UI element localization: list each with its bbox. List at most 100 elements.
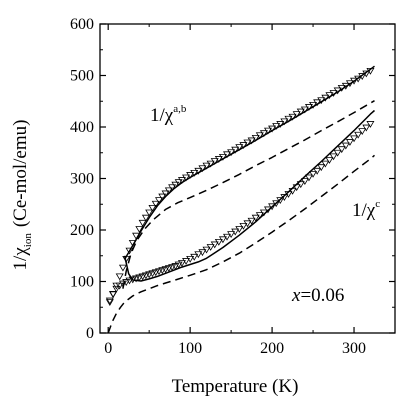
data-point-c	[202, 246, 211, 254]
annotation-chi-ab-main: 1/χ	[150, 105, 174, 126]
y-tick-label: 300	[70, 171, 94, 188]
data-point-ab	[231, 146, 240, 154]
data-point-ab	[202, 162, 211, 170]
data-point-c	[292, 184, 301, 192]
data-point-c	[362, 124, 371, 132]
data-point-c	[251, 214, 260, 222]
data-point-ab	[313, 99, 322, 107]
data-point-ab	[317, 97, 326, 105]
data-point-ab	[135, 226, 144, 233]
data-point-c	[171, 263, 180, 270]
data-point-c	[186, 255, 195, 263]
data-point-c	[268, 203, 277, 211]
y-axis-ticks: 0 100 200 300 400 500 600	[70, 16, 395, 342]
data-point-ab	[247, 137, 256, 145]
data-point-ab	[280, 118, 289, 126]
data-point-ab	[345, 80, 354, 88]
data-point-c	[128, 276, 137, 284]
x-tick-label: 0	[104, 340, 112, 357]
data-point-ab	[118, 264, 127, 272]
data-point-ab	[239, 142, 248, 149]
data-point-ab	[177, 177, 186, 184]
fit-line-ab	[123, 65, 375, 260]
data-point-c	[118, 280, 127, 288]
data-point-ab	[329, 90, 338, 97]
annotation-chi-ab: 1/χa,b	[150, 103, 187, 126]
data-point-c	[112, 285, 121, 293]
data-point-c	[231, 228, 240, 236]
data-point-c	[313, 167, 322, 175]
data-point-c	[194, 251, 203, 259]
data-point-c	[321, 160, 330, 168]
data-point-c	[296, 181, 305, 189]
data-point-c	[182, 258, 191, 265]
data-point-ab	[321, 94, 330, 102]
data-point-c	[300, 178, 309, 185]
dashed-line-ab	[122, 100, 375, 289]
data-point-c	[218, 236, 227, 244]
data-point-c	[141, 272, 150, 280]
data-point-c	[148, 270, 157, 278]
annotation-chi-c-sup: c	[375, 198, 380, 210]
x-tick-label: 100	[178, 340, 202, 357]
data-point-ab	[300, 106, 309, 114]
annotation-chi-c-main: 1/χ	[352, 200, 376, 221]
data-point-c	[263, 206, 272, 214]
data-point-c	[155, 268, 163, 276]
data-point-ab	[259, 130, 268, 138]
data-point-ab	[268, 125, 277, 133]
data-point-ab	[272, 123, 281, 130]
data-point-ab	[145, 209, 154, 217]
data-point-ab	[284, 115, 293, 123]
data-point-c	[227, 231, 236, 239]
data-point-ab	[362, 70, 371, 78]
data-point-c	[223, 233, 232, 241]
data-point-ab	[194, 167, 203, 175]
data-point-c	[288, 187, 297, 195]
x-tick-label: 200	[260, 340, 284, 357]
data-point-c	[115, 282, 124, 290]
annotation-composition-value: =0.06	[300, 285, 344, 306]
annotation-composition: x=0.06	[291, 285, 344, 306]
data-point-c	[304, 174, 313, 182]
data-point-ab	[198, 165, 207, 173]
data-point-ab	[155, 197, 163, 205]
data-point-c	[145, 271, 154, 279]
data-point-ab	[115, 273, 124, 281]
data-point-ab	[292, 111, 301, 119]
data-point-ab	[350, 77, 359, 85]
data-point-ab	[227, 149, 236, 157]
data-point-ab	[151, 200, 160, 208]
data-point-c	[214, 238, 223, 246]
data-point-ab	[223, 151, 232, 159]
data-point-c	[341, 142, 350, 150]
data-point-ab	[132, 232, 141, 240]
data-point-c	[284, 191, 293, 198]
data-point-ab	[309, 101, 318, 109]
data-point-c	[125, 277, 134, 285]
data-point-c	[190, 253, 199, 261]
data-point-ab	[168, 184, 177, 192]
data-point-ab	[276, 121, 285, 128]
data-point-c	[158, 267, 167, 275]
y-tick-label: 600	[70, 16, 94, 33]
fit-line-c	[123, 109, 375, 282]
data-point-ab	[325, 92, 334, 99]
data-point-ab	[161, 190, 170, 198]
data-point-c	[109, 290, 118, 298]
plot-area	[99, 23, 396, 334]
data-point-c	[259, 209, 268, 217]
data-point-c	[177, 260, 186, 267]
data-point-c	[135, 274, 144, 282]
data-point-ab	[337, 84, 346, 92]
data-point-ab	[333, 87, 342, 95]
data-point-ab	[171, 181, 180, 189]
data-point-ab	[206, 160, 215, 168]
data-point-ab	[138, 219, 147, 227]
data-point-ab	[358, 73, 367, 80]
annotation-composition-var: x	[291, 285, 301, 306]
data-point-c	[138, 273, 147, 281]
data-point-ab	[243, 139, 252, 147]
data-point-ab	[235, 144, 244, 152]
data-point-c	[317, 164, 326, 172]
